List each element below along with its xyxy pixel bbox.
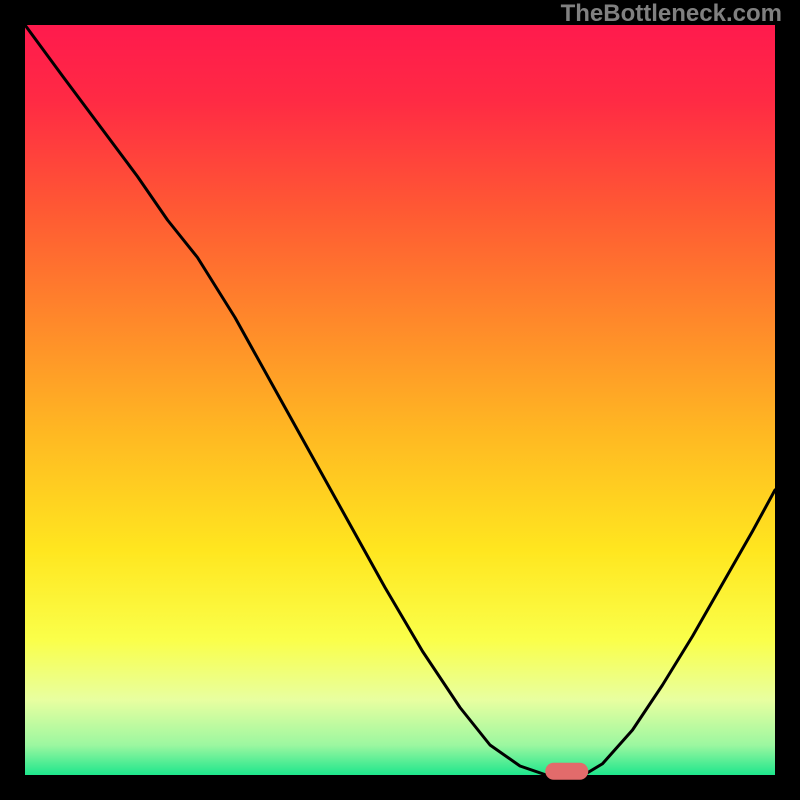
bottleneck-curve <box>25 25 775 775</box>
watermark-text: TheBottleneck.com <box>561 0 782 28</box>
sweet-spot-marker <box>545 763 589 780</box>
chart-frame: TheBottleneck.com <box>0 0 800 800</box>
plot-area <box>25 25 775 775</box>
